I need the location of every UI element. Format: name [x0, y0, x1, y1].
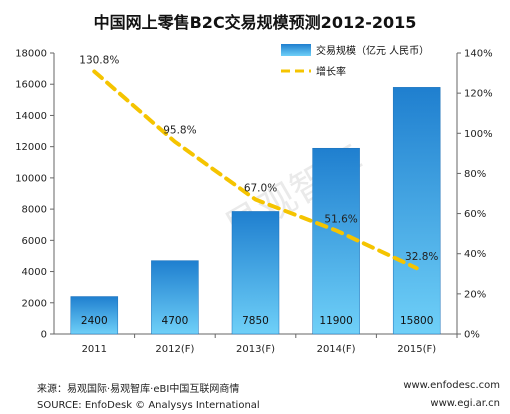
right-tick-label: 120% [464, 89, 493, 100]
footer-source-cn: 来源：易观国际·易观智库·eBI中国互联网商情 [37, 382, 239, 395]
right-tick-label: 80% [464, 169, 486, 180]
right-tick-label: 140% [464, 49, 493, 60]
right-tick-label: 40% [464, 249, 486, 260]
footer-site-1: www.enfodesc.com [403, 380, 500, 391]
right-tick-label: 20% [464, 289, 486, 300]
left-tick-label: 2000 [22, 298, 47, 309]
left-tick-label: 6000 [22, 236, 47, 247]
left-tick-label: 8000 [22, 205, 47, 216]
left-tick-label: 16000 [15, 80, 47, 91]
bar-value-label: 11900 [319, 315, 352, 327]
category-label: 2014(F) [317, 344, 356, 355]
bar-value-label: 2400 [81, 315, 108, 327]
bar-series: 2400 4700 7850 11900 15800 [70, 87, 441, 335]
left-tick-label: 12000 [15, 142, 47, 153]
growth-point [415, 266, 419, 270]
growth-value-label: 51.6% [324, 213, 357, 225]
growth-value-label: 67.0% [244, 183, 277, 195]
bar [392, 87, 441, 335]
left-tick-label: 0 [41, 330, 47, 341]
footer-site-2: www.egi.ar.cn [430, 398, 500, 409]
bar-value-label: 15800 [400, 315, 433, 327]
category-label: 2015(F) [397, 344, 436, 355]
left-tick-label: 4000 [22, 267, 47, 278]
category-label: 2013(F) [236, 344, 275, 355]
left-tick-label: 18000 [15, 49, 47, 60]
growth-point [334, 228, 338, 232]
left-tick-label: 10000 [15, 173, 47, 184]
category-labels: 2011 2012(F) 2013(F) 2014(F) 2015(F) [82, 334, 458, 355]
right-tick-label: 0% [464, 330, 480, 341]
growth-line-series: 130.8% 95.8% 67.0% 51.6% 32.8% [79, 54, 438, 271]
bar-value-label: 7850 [242, 315, 269, 327]
right-tick-label: 100% [464, 129, 493, 140]
footer: 来源：易观国际·易观智库·eBI中国互联网商情 SOURCE: EnfoDesk… [37, 380, 500, 411]
chart-title: 中国网上零售B2C交易规模预测2012-2015 [94, 13, 417, 32]
legend-line-label: 增长率 [316, 65, 346, 78]
growth-value-label: 32.8% [405, 251, 438, 263]
bar [312, 147, 360, 335]
growth-point [254, 198, 257, 202]
legend-bar-label: 交易规模（亿元 人民币） [316, 44, 429, 57]
bar [231, 211, 280, 335]
left-axis-ticks: 0 2000 4000 6000 8000 10000 12000 14000 16000 180… [15, 49, 54, 341]
bar [151, 260, 199, 335]
growth-value-label: 95.8% [163, 125, 196, 137]
left-tick-label: 14000 [15, 111, 47, 122]
growth-value-label: 130.8% [79, 54, 119, 66]
growth-point [92, 69, 96, 73]
category-label: 2011 [82, 344, 107, 355]
legend: 交易规模（亿元 人民币） 增长率 [281, 44, 429, 78]
right-axis-ticks: 0% 20% 40% 60% 80% 100% 120% 140% [457, 49, 493, 341]
category-label: 2012(F) [155, 344, 194, 355]
legend-bar-swatch [281, 44, 311, 56]
right-tick-label: 60% [464, 209, 486, 220]
footer-source-en: SOURCE: EnfoDesk © Analysys Internationa… [37, 400, 260, 411]
growth-point [173, 140, 177, 144]
bar [70, 296, 119, 335]
bar-value-label: 4700 [162, 315, 189, 327]
